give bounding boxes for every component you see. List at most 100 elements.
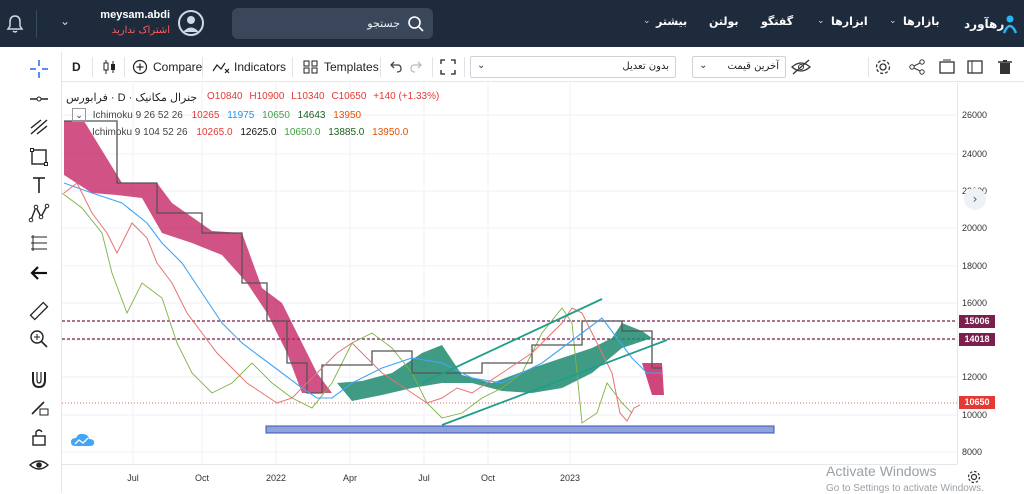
fib-retracement-icon[interactable] [28,232,50,254]
search-icon[interactable] [407,15,425,33]
ohlc-high-label: H [249,91,257,102]
toolbar-divider [292,57,293,77]
ichimoku-2-value-e: 13950.0 [372,127,409,138]
text-icon[interactable] [28,174,50,196]
rectangle-icon[interactable] [28,146,50,168]
ichimoku-1-value-a: 10265 [191,110,220,121]
axis-settings-gear-icon[interactable] [966,469,982,485]
chart-canvas[interactable] [61,83,957,464]
x-tick: Jul [418,473,430,483]
x-tick: Oct [480,473,496,483]
price-axis[interactable]: 26000 24000 22000 20000 18000 16000 1400… [957,83,1024,464]
price-chart[interactable] [61,83,957,464]
price-series [63,182,641,422]
x-tick: 2022 [265,473,287,483]
y-tick: 8000 [962,447,983,457]
nav-item-more[interactable]: بیشتر [656,15,688,28]
ichimoku-1-value-c: 10650 [262,110,290,121]
nav-item-bulletin[interactable]: بولتن [709,15,739,28]
nav-item-tools[interactable]: ابزارها [831,15,868,28]
adjustment-select[interactable]: ⌄ بدون تعدیل [470,56,676,78]
subscription-status: اشتراک ندارید [111,25,170,36]
interval-label: D [72,60,81,74]
indicators-label: Indicators [234,60,287,74]
nav-divider [36,10,37,38]
kumo-cloud-bearish-future [642,363,664,395]
interval-button[interactable]: D [72,56,81,78]
horizontal-line-icon[interactable] [28,88,50,110]
time-axis[interactable]: Jul Oct 2022 Apr Jul Oct 2023 [62,464,957,493]
back-arrow-icon[interactable] [28,262,50,284]
toolbar-divider [464,57,465,77]
nav-item-markets[interactable]: بازارها [903,15,940,28]
lock-drawings-icon[interactable] [28,396,50,418]
search-box[interactable] [232,8,433,39]
chevron-down-icon[interactable]: ⌄ [60,14,71,28]
search-input[interactable] [240,13,400,33]
ichimoku-2-name: Ichimoku 9 104 52 26 [92,127,188,138]
plus-circle-icon [132,59,148,75]
price-type-select[interactable]: ⌄ آخرین قیمت [692,56,786,78]
activation-watermark-subtitle: Go to Settings to activate Windows. [826,483,984,494]
bell-icon[interactable] [6,14,24,34]
snapshot-icon[interactable] [938,58,956,76]
trend-channel-upper[interactable] [421,298,603,384]
nav-item-chat[interactable]: گفتگو [761,15,794,28]
cloud-logo-icon [71,433,95,446]
eye-hidden-icon[interactable] [790,58,812,76]
settings-gear-icon[interactable] [874,58,892,76]
y-tick: 16000 [962,298,988,308]
candles-icon[interactable] [102,59,118,75]
chevron-down-icon: ⌄ [477,60,486,71]
ohlc-open: 10840 [214,91,243,102]
x-tick: Oct [194,473,210,483]
price-badge: 14018 [959,333,995,346]
y-tick: 26000 [962,110,988,120]
legend-ichimoku-1: ⌄ Ichimoku 9 26 52 26 10265 11975 10650 … [72,108,361,122]
trend-line-icon[interactable] [28,116,50,138]
trash-icon[interactable] [996,58,1014,76]
templates-label: Templates [324,60,379,74]
chevron-down-icon[interactable]: ⌄ [72,108,86,122]
fullscreen-icon[interactable] [440,59,456,75]
kumo-cloud-bearish [64,121,332,393]
username[interactable]: meysam.abdi [100,9,170,21]
zoom-in-icon[interactable] [28,328,50,350]
trend-channel-lower[interactable] [441,339,668,426]
layout-icon[interactable] [966,58,984,76]
toolbar-divider [202,57,203,77]
eye-icon[interactable] [28,454,50,476]
ichimoku-2-value-d: 13885.0 [328,127,365,138]
logo[interactable]: رهآورد [964,10,1018,38]
toolbar-divider [868,57,869,77]
x-tick: 2023 [559,473,581,483]
legend-ohlc-row: O10840 H10900 L10340 C10650 +140 (+1.33%… [207,91,439,102]
legend-ichimoku-2: Ichimoku 9 104 52 26 10265.0 12625.0 106… [92,127,408,138]
share-icon[interactable] [908,58,926,76]
top-nav-bar: ⌄ meysam.abdi اشتراک ندارید بیشتر ⌄ بولت… [0,0,1024,47]
templates-button[interactable]: Templates [302,56,379,78]
ohlc-close: 10650 [338,91,367,102]
toolbar-divider [124,57,125,77]
crosshair-icon[interactable] [28,58,50,80]
lock-icon[interactable] [28,426,50,448]
ichimoku-2-value-a: 10265.0 [196,127,233,138]
compare-button[interactable]: Compare [132,56,202,78]
magnet-icon[interactable] [28,368,50,390]
pattern-icon[interactable] [28,202,50,224]
undo-icon[interactable] [388,60,402,74]
redo-icon[interactable] [410,60,424,74]
compare-label: Compare [153,60,203,74]
ichimoku-1-value-e: 13950 [333,110,362,121]
avatar[interactable] [178,10,204,36]
ruler-icon[interactable] [28,300,50,322]
kijun-sen [64,120,662,394]
support-zone[interactable] [265,425,775,434]
scroll-right-icon[interactable]: › [964,188,986,210]
x-tick: Apr [342,473,358,483]
indicators-button[interactable]: Indicators [212,56,286,78]
ohlc-open-label: O [207,91,215,102]
price-type-value: آخرین قیمت [727,61,779,72]
y-tick: 24000 [962,149,988,159]
logo-text: رهآورد [964,17,1005,31]
